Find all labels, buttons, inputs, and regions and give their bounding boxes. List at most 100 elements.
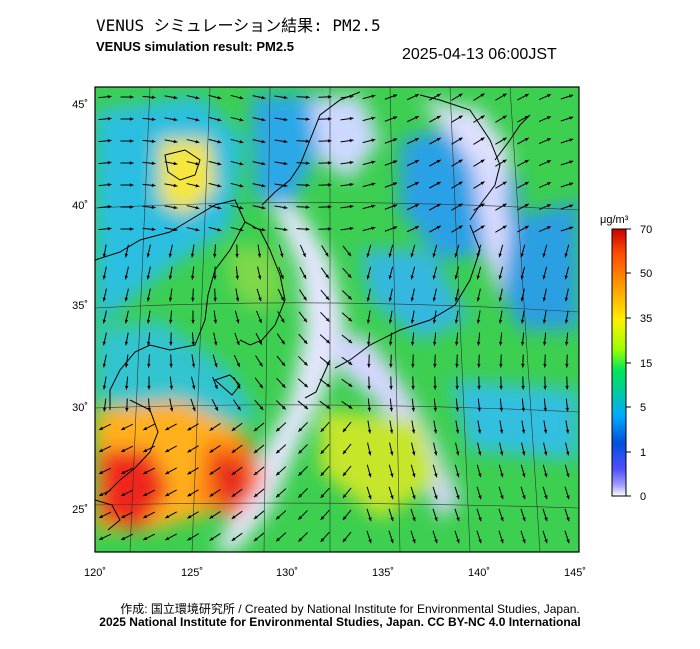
wind-arrow <box>473 115 485 123</box>
wind-arrow <box>366 310 371 324</box>
wind-arrow <box>231 532 243 542</box>
wind-arrow <box>451 115 463 123</box>
wind-arrow <box>235 266 240 280</box>
lat-tick: 25˚ <box>72 504 88 516</box>
wind-arrow <box>212 376 218 390</box>
wind-arrow <box>230 94 244 100</box>
wind-arrow <box>277 311 285 323</box>
wind-arrow <box>296 205 310 209</box>
wind-arrow <box>147 398 151 412</box>
wind-arrow <box>120 117 134 121</box>
wind-arrow <box>342 421 352 433</box>
wind-arrow <box>252 95 266 100</box>
wind-arrow <box>433 442 438 456</box>
wind-arrow <box>319 378 331 388</box>
concentration-field <box>95 87 579 552</box>
wind-arrow <box>296 227 310 231</box>
wind-arrow <box>187 445 199 453</box>
wind-arrow <box>319 356 331 366</box>
wind-arrow <box>187 423 199 431</box>
lon-tick: 120˚ <box>84 567 106 579</box>
wind-arrow <box>296 117 310 121</box>
wind-arrow <box>389 354 393 368</box>
wind-arrow <box>208 94 222 100</box>
wind-arrow <box>208 116 222 122</box>
wind-arrow <box>454 508 460 522</box>
wind-arrow <box>275 510 287 520</box>
wind-arrow <box>564 464 570 478</box>
wind-arrow <box>254 399 264 411</box>
wind-arrow <box>389 442 394 456</box>
wind-arrow <box>495 115 507 123</box>
wind-arrow <box>191 288 195 302</box>
wind-arrow <box>433 398 438 412</box>
wind-arrow <box>186 227 200 232</box>
wind-arrow <box>538 203 552 211</box>
wind-arrow <box>455 354 459 368</box>
wind-arrow <box>275 466 287 476</box>
wind-arrow <box>477 398 482 412</box>
wind-arrow <box>476 288 481 302</box>
wind-arrow <box>432 332 437 346</box>
wind-arrow <box>165 423 177 431</box>
wind-arrow <box>367 354 371 368</box>
wind-arrow <box>278 244 284 258</box>
wind-arrow <box>517 203 529 211</box>
wind-arrow <box>252 183 266 188</box>
lon-tick: 125˚ <box>181 567 203 579</box>
wind-arrow <box>565 398 570 412</box>
wind-arrow <box>124 354 129 368</box>
wind-arrow <box>253 532 265 542</box>
wind-arrow <box>389 420 394 434</box>
wind-arrow <box>388 266 394 280</box>
map-lines <box>95 87 579 552</box>
wind-arrow <box>318 205 332 209</box>
wind-arrow <box>124 376 129 390</box>
wind-arrow <box>230 138 244 144</box>
wind-arrow <box>298 333 308 345</box>
wind-arrow <box>274 95 288 100</box>
wind-arrow <box>98 116 112 121</box>
wind-arrow <box>429 115 441 123</box>
wind-arrow <box>410 244 416 258</box>
wind-arrow <box>257 244 262 258</box>
wind-arrow <box>384 116 398 122</box>
wind-arrow <box>320 311 330 323</box>
wind-arrow <box>253 466 265 476</box>
wind-arrow <box>274 161 288 166</box>
wind-arrow <box>498 266 504 280</box>
wind-arrow <box>296 95 310 99</box>
wind-arrow <box>564 530 570 544</box>
wind-arrow <box>277 288 285 302</box>
wind-arrow <box>320 465 330 477</box>
wind-arrow <box>234 332 240 346</box>
wind-arrow <box>542 310 547 324</box>
wind-arrow <box>451 203 463 211</box>
wind-arrow <box>362 94 376 100</box>
wind-arrow <box>319 400 331 410</box>
wind-arrow <box>165 533 177 541</box>
wind-arrow <box>542 332 547 346</box>
wind-arrow <box>538 137 552 145</box>
wind-arrow <box>253 510 265 520</box>
wind-arrow <box>538 225 552 233</box>
wind-arrow <box>498 310 503 324</box>
wind-arrow <box>342 245 352 257</box>
wind-arrow <box>521 420 526 434</box>
wind-arrow <box>543 420 548 434</box>
wind-arrow <box>146 332 151 346</box>
wind-arrow <box>476 464 482 478</box>
wind-arrow <box>190 398 196 412</box>
wind-arrow <box>164 205 178 210</box>
wind-arrow <box>165 511 177 519</box>
wind-arrow <box>341 400 353 410</box>
wind-arrow <box>342 531 352 543</box>
wind-arrow <box>298 311 308 323</box>
wind-arrow <box>209 533 221 541</box>
wind-arrow <box>235 244 239 258</box>
wind-arrow <box>388 332 393 346</box>
wind-arrow <box>341 356 353 366</box>
wind-arrow <box>320 267 330 279</box>
wind-arrow <box>542 508 548 522</box>
wind-arrow <box>410 288 415 302</box>
